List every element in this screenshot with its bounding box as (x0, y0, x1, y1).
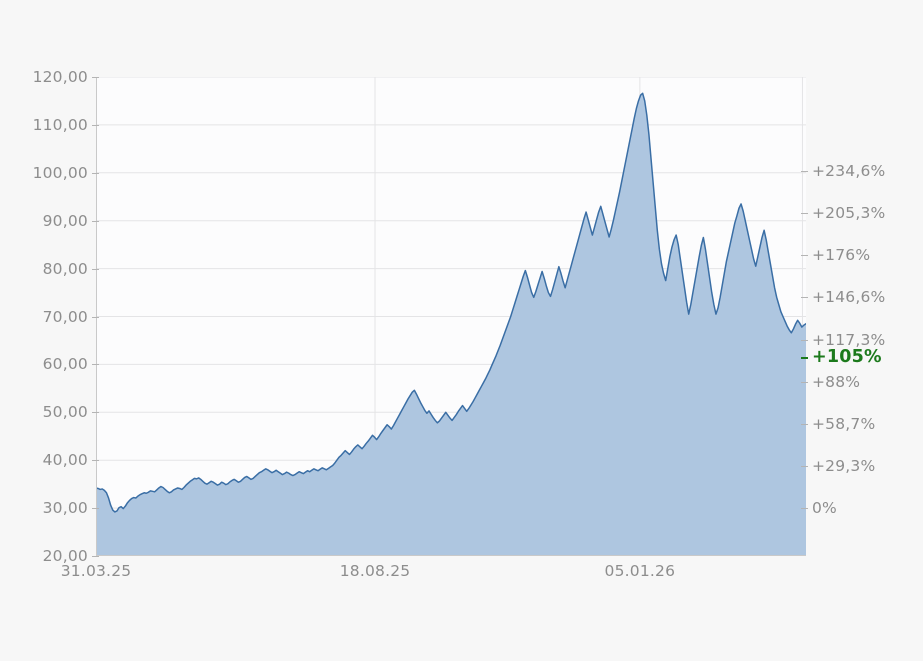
tick-mark (801, 381, 808, 383)
tick-mark (92, 220, 99, 222)
x-date-axis: 31.03.25 18.08.25 05.01.26 (0, 562, 923, 592)
right-axis-tick-label: +88% (801, 373, 860, 391)
tick-mark (92, 268, 99, 270)
tick-mark (801, 339, 808, 341)
right-percent-axis: +234,6% +205,3% +176% +146,6% +117,3% +88% +58… (801, 0, 923, 661)
left-axis-tick-label: 50,00 (43, 403, 99, 421)
tick-mark (92, 124, 99, 126)
left-value-axis: 120,00 110,00 100,00 90,00 80,00 70,00 60,00 50… (0, 0, 99, 661)
left-axis-tick-label: 110,00 (33, 116, 99, 134)
tick-mark (92, 316, 99, 318)
price-series-svg (96, 77, 806, 556)
tick-mark (801, 297, 808, 299)
left-axis-tick-label: 120,00 (33, 68, 99, 86)
left-axis-tick-label: 20,00 (43, 547, 99, 565)
tick-mark (92, 172, 99, 174)
area-fill (96, 93, 806, 556)
tick-mark (92, 556, 99, 557)
x-axis-tick-label: 31.03.25 (60, 562, 132, 580)
tick-mark (801, 508, 808, 510)
right-axis-tick-label: +234,6% (801, 162, 886, 180)
right-axis-tick-label: 0% (801, 499, 837, 517)
right-axis-tick-label: +58,7% (801, 415, 875, 433)
left-axis-tick-label: 70,00 (43, 308, 99, 326)
left-axis-tick-label: 40,00 (43, 451, 99, 469)
left-axis-tick-label: 100,00 (33, 164, 99, 182)
left-axis-tick-label: 80,00 (43, 260, 99, 278)
right-axis-tick-label: +176% (801, 246, 870, 264)
right-axis-tick-label: +146,6% (801, 288, 886, 306)
right-axis-tick-label: +29,3% (801, 457, 875, 475)
tick-mark (92, 412, 99, 414)
right-axis-tick-label: +117,3% (801, 331, 886, 349)
left-axis-tick-label: 60,00 (43, 355, 99, 373)
left-axis-tick-label: 30,00 (43, 499, 99, 517)
tick-mark (801, 423, 808, 425)
tick-mark (801, 170, 808, 172)
tick-mark (92, 508, 99, 510)
tick-mark (92, 364, 99, 366)
tick-mark (801, 465, 808, 467)
tick-mark (801, 255, 808, 257)
price-line (96, 92, 806, 513)
current-value-label: +105% (801, 347, 882, 367)
tick-mark (92, 460, 99, 462)
plot-area (96, 77, 806, 556)
right-axis-tick-label: +205,3% (801, 204, 886, 222)
left-axis-tick-label: 90,00 (43, 212, 99, 230)
tick-mark (92, 77, 99, 78)
x-axis-tick-label: 05.01.26 (604, 562, 676, 580)
tick-mark (801, 213, 808, 215)
current-value-tick-mark (801, 357, 808, 360)
x-axis-tick-label: 18.08.25 (339, 562, 411, 580)
